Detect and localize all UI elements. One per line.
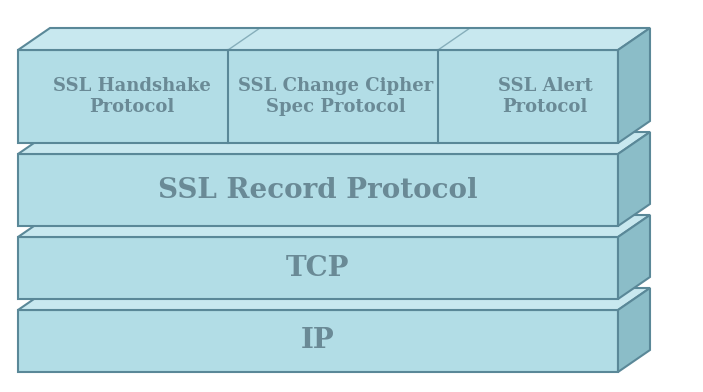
- Polygon shape: [18, 310, 618, 372]
- Polygon shape: [18, 132, 650, 154]
- Text: SSL Handshake
Protocol: SSL Handshake Protocol: [53, 77, 211, 116]
- Text: TCP: TCP: [286, 254, 350, 281]
- Text: SSL Alert
Protocol: SSL Alert Protocol: [498, 77, 593, 116]
- Polygon shape: [618, 28, 650, 143]
- Polygon shape: [18, 288, 650, 310]
- Polygon shape: [618, 132, 650, 226]
- Polygon shape: [618, 215, 650, 299]
- Polygon shape: [18, 28, 650, 50]
- Polygon shape: [18, 237, 618, 299]
- Polygon shape: [618, 288, 650, 372]
- Polygon shape: [18, 154, 618, 226]
- Text: SSL Record Protocol: SSL Record Protocol: [158, 176, 478, 203]
- Polygon shape: [18, 215, 650, 237]
- Text: IP: IP: [301, 327, 335, 354]
- Polygon shape: [18, 50, 618, 143]
- Text: SSL Change Cipher
Spec Protocol: SSL Change Cipher Spec Protocol: [238, 77, 434, 116]
